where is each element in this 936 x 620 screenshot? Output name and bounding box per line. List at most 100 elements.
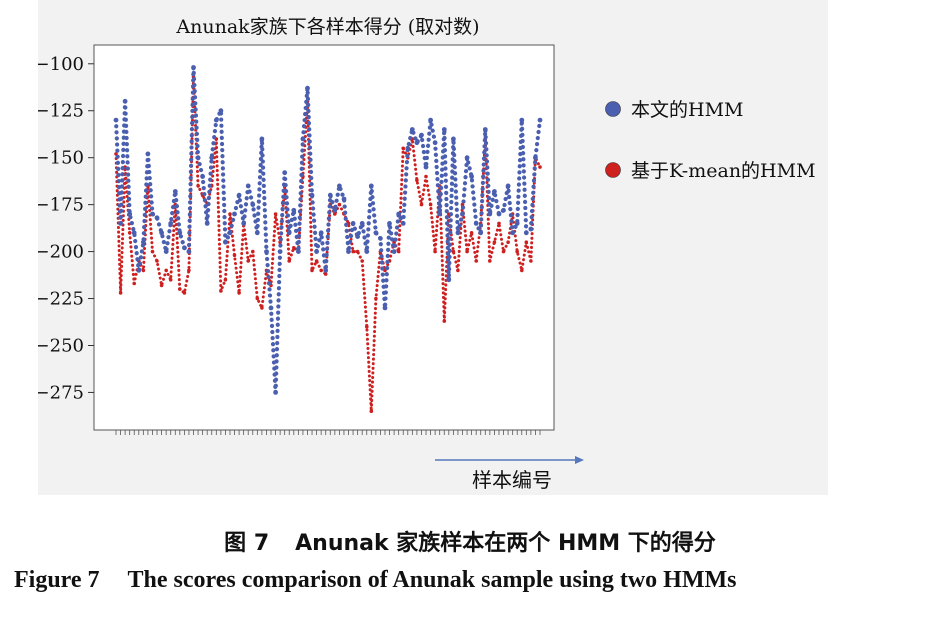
y-axis: −100 −125 −150 −175 −200 −225 −250 −275	[38, 54, 94, 403]
data-point-0	[378, 236, 383, 241]
y-tick-label: −125	[38, 101, 84, 122]
data-point-0	[141, 239, 146, 245]
data-point-0	[236, 192, 242, 198]
x-axis-label: 样本编号	[472, 468, 552, 492]
data-point-0	[423, 164, 429, 170]
y-tick-label: −225	[38, 289, 84, 310]
data-point-1	[314, 259, 319, 263]
caption-english-number: Figure 7	[14, 567, 100, 593]
data-point-0	[113, 117, 119, 123]
figure-panel: Anunak家族下各样本得分 (取对数) −100 −125 −150 −175 −20…	[38, 0, 828, 495]
data-point-0	[455, 230, 461, 236]
chart: Anunak家族下各样本得分 (取对数) −100 −125 −150 −175 −20…	[38, 16, 816, 492]
data-point-0	[482, 127, 488, 132]
series-line-0	[113, 65, 543, 395]
data-point-0	[419, 132, 424, 138]
data-point-0	[186, 249, 192, 255]
data-point-0	[154, 215, 160, 221]
caption-chinese-number: 图 7	[224, 531, 270, 556]
y-tick-label: −250	[38, 335, 84, 356]
data-point-1	[419, 202, 424, 207]
data-point-1	[237, 291, 241, 295]
data-point-0	[145, 151, 151, 157]
data-point-0	[391, 249, 397, 255]
data-point-0	[537, 117, 543, 123]
data-point-0	[136, 268, 142, 273]
y-tick-label: −275	[38, 382, 84, 403]
data-point-0	[355, 234, 360, 240]
data-point-0	[232, 211, 237, 217]
data-point-1	[168, 278, 173, 282]
data-point-1	[187, 268, 191, 273]
data-point-1	[465, 249, 469, 254]
data-point-0	[305, 85, 310, 91]
data-point-0	[514, 221, 520, 226]
data-point-1	[469, 231, 474, 235]
data-point-0	[131, 230, 137, 236]
data-point-1	[182, 291, 187, 295]
data-point-0	[195, 155, 201, 161]
data-point-0	[409, 127, 415, 132]
data-point-0	[150, 211, 155, 217]
data-point-0	[332, 207, 338, 213]
caption-english-text: The scores comparison of Anunak sample u…	[127, 567, 737, 593]
data-point-1	[396, 249, 401, 254]
data-point-0	[469, 174, 474, 179]
data-point-1	[196, 184, 200, 188]
data-point-0	[492, 189, 497, 194]
data-point-0	[350, 221, 356, 226]
data-point-0	[368, 183, 374, 189]
data-point-0	[451, 136, 456, 142]
data-point-1	[223, 278, 228, 282]
data-point-1	[127, 231, 132, 235]
data-point-1	[501, 249, 506, 254]
data-point-1	[319, 268, 324, 273]
data-point-0	[314, 249, 319, 255]
legend-label-0: 本文的HMM	[631, 99, 743, 121]
data-point-1	[310, 268, 314, 273]
data-point-0	[159, 230, 164, 236]
data-point-1	[292, 246, 296, 250]
data-point-0	[209, 155, 215, 161]
data-point-1	[401, 146, 406, 151]
data-point-0	[473, 221, 479, 226]
data-point-0	[346, 249, 351, 255]
data-point-0	[245, 183, 251, 189]
data-point-0	[523, 230, 529, 236]
data-point-0	[505, 183, 511, 189]
data-point-0	[519, 117, 525, 123]
legend: 本文的HMM 基于K-mean的HMM	[605, 99, 816, 182]
data-point-0	[359, 221, 365, 226]
data-point-0	[496, 211, 502, 217]
data-point-1	[524, 240, 529, 244]
data-point-0	[177, 230, 183, 236]
y-tick-label: −150	[38, 148, 84, 169]
data-point-1	[159, 283, 164, 288]
data-point-0	[510, 230, 515, 236]
data-point-0	[387, 221, 392, 226]
data-point-0	[182, 245, 187, 251]
data-point-0	[528, 226, 534, 232]
data-point-1	[442, 319, 447, 323]
data-point-1	[451, 249, 456, 254]
data-point-0	[487, 211, 493, 217]
data-point-0	[204, 221, 210, 226]
data-point-0	[364, 249, 370, 255]
data-point-0	[341, 196, 347, 202]
data-point-1	[118, 291, 123, 295]
data-point-1	[246, 259, 250, 263]
data-point-1	[355, 249, 360, 254]
data-point-0	[223, 239, 228, 245]
data-point-1	[456, 268, 460, 273]
data-point-0	[277, 249, 283, 255]
legend-marker-1	[605, 162, 621, 178]
data-point-0	[296, 249, 301, 255]
data-point-1	[178, 287, 182, 291]
data-point-0	[172, 189, 178, 194]
data-point-1	[219, 289, 223, 293]
data-point-1	[428, 202, 433, 207]
data-point-1	[255, 296, 260, 301]
data-point-0	[337, 183, 342, 189]
data-point-1	[488, 259, 492, 263]
data-point-1	[164, 268, 168, 273]
